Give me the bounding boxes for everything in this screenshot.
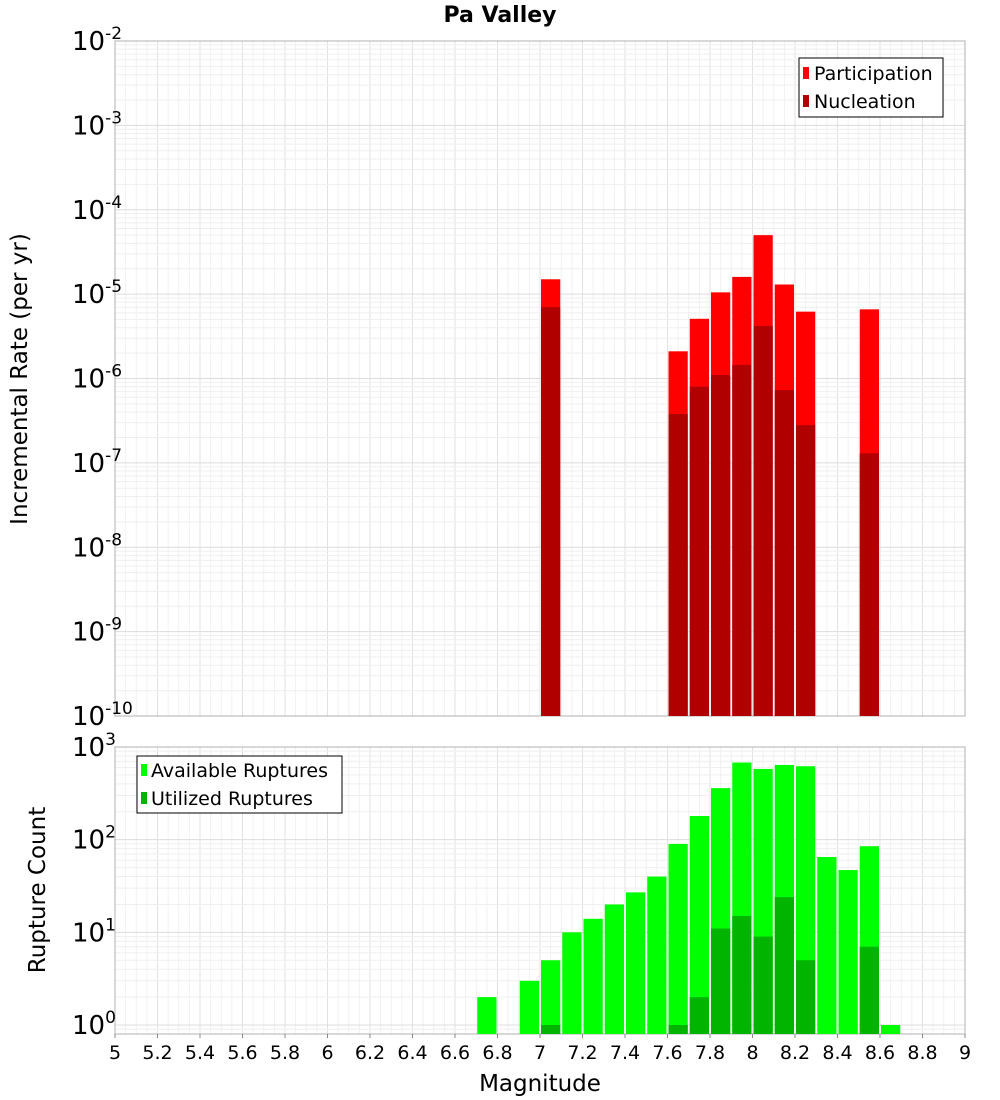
nucleation-bar bbox=[753, 325, 773, 716]
nucleation-bar bbox=[711, 375, 731, 716]
legend-label-utilized: Utilized Ruptures bbox=[151, 788, 313, 810]
top-plot-y-ticks: 10-2 10-3 10-4 10-5 10-6 10-7 10-8 10-9 10-10 bbox=[72, 24, 133, 732]
x-tick-label: 6.4 bbox=[397, 1042, 427, 1064]
x-tick-label: 6 bbox=[321, 1042, 333, 1064]
x-tick-label: 5.6 bbox=[227, 1042, 257, 1064]
y-tick-label: 10-8 bbox=[72, 530, 122, 563]
available-ruptures-bar bbox=[604, 904, 624, 1034]
utilized-ruptures-bar bbox=[859, 946, 879, 1034]
nucleation-bar bbox=[774, 390, 794, 716]
nucleation-bar bbox=[796, 425, 816, 716]
x-tick-label: 7.6 bbox=[652, 1042, 682, 1064]
nucleation-bar bbox=[732, 364, 752, 716]
x-axis-label: Magnitude bbox=[479, 1071, 601, 1097]
x-tick-label: 5 bbox=[109, 1042, 121, 1064]
bottom-plot-y-ticks: 103 102 101 100 bbox=[72, 730, 116, 1041]
available-ruptures-bar bbox=[477, 997, 497, 1034]
y-tick-label: 10-10 bbox=[72, 699, 133, 732]
legend-label-available: Available Ruptures bbox=[151, 760, 328, 782]
top-legend: Participation Nucleation bbox=[798, 57, 944, 118]
bottom-y-axis-label: Rupture Count bbox=[25, 807, 51, 973]
x-tick-label: 7.4 bbox=[610, 1042, 640, 1064]
available-ruptures-bar bbox=[689, 816, 709, 1034]
x-tick-label: 9 bbox=[959, 1042, 971, 1064]
legend-label-participation: Participation bbox=[814, 63, 933, 85]
utilized-ruptures-bar bbox=[774, 897, 794, 1034]
legend-label-nucleation: Nucleation bbox=[814, 91, 916, 113]
utilized-ruptures-bar bbox=[668, 1025, 688, 1034]
available-ruptures-bar bbox=[541, 960, 561, 1034]
nucleation-bar bbox=[689, 386, 709, 716]
top-y-axis-label: Incremental Rate (per yr) bbox=[7, 233, 33, 525]
utilized-ruptures-bar bbox=[689, 997, 709, 1034]
available-ruptures-bar bbox=[562, 932, 582, 1034]
bottom-plot-bars bbox=[477, 762, 901, 1034]
x-tick-label: 5.2 bbox=[142, 1042, 172, 1064]
available-ruptures-bar bbox=[647, 876, 667, 1034]
y-tick-label: 10-7 bbox=[72, 446, 122, 479]
x-tick-label: 5.4 bbox=[185, 1042, 215, 1064]
nucleation-bar bbox=[668, 413, 688, 716]
available-ruptures-bar bbox=[817, 857, 837, 1034]
y-tick-label: 10-4 bbox=[72, 193, 122, 226]
y-tick-label: 101 bbox=[72, 915, 116, 948]
nucleation-bar bbox=[859, 453, 879, 716]
legend-swatch-nucleation bbox=[803, 95, 809, 107]
x-tick-label: 7 bbox=[534, 1042, 546, 1064]
x-tick-label: 8.4 bbox=[822, 1042, 852, 1064]
y-tick-label: 10-3 bbox=[72, 108, 122, 141]
x-tick-label: 7.2 bbox=[567, 1042, 597, 1064]
legend-swatch-participation bbox=[803, 67, 809, 79]
nucleation-bar bbox=[541, 307, 561, 716]
y-tick-label: 100 bbox=[72, 1008, 116, 1041]
utilized-ruptures-bar bbox=[711, 928, 731, 1034]
x-tick-label: 6.2 bbox=[355, 1042, 385, 1064]
utilized-ruptures-bar bbox=[796, 960, 816, 1034]
x-axis-ticks: 5 5.2 5.4 5.6 5.8 6 6.2 6.4 6.6 6.8 7 7.2 7.4 7.6 7.8 8… bbox=[109, 1034, 971, 1064]
top-plot-bars bbox=[541, 235, 879, 716]
bottom-legend: Available Ruptures Utilized Ruptures bbox=[136, 755, 343, 814]
y-tick-label: 10-9 bbox=[72, 615, 122, 648]
x-tick-label: 8.8 bbox=[907, 1042, 937, 1064]
available-ruptures-bar bbox=[519, 980, 539, 1034]
y-tick-label: 10-2 bbox=[72, 24, 122, 57]
legend-swatch-available bbox=[141, 764, 147, 776]
utilized-ruptures-bar bbox=[732, 916, 752, 1034]
available-ruptures-bar bbox=[626, 892, 646, 1034]
available-ruptures-bar bbox=[881, 1025, 901, 1034]
y-tick-label: 10-5 bbox=[72, 277, 122, 310]
x-tick-label: 6.8 bbox=[482, 1042, 512, 1064]
x-tick-label: 7.8 bbox=[695, 1042, 725, 1064]
top-plot-grid bbox=[114, 41, 966, 717]
legend-swatch-utilized bbox=[141, 792, 147, 804]
y-tick-label: 103 bbox=[72, 730, 116, 763]
y-tick-label: 10-6 bbox=[72, 362, 122, 395]
available-ruptures-bar bbox=[583, 918, 603, 1034]
x-tick-label: 8.6 bbox=[865, 1042, 895, 1064]
x-tick-label: 8 bbox=[746, 1042, 758, 1064]
x-tick-label: 6.6 bbox=[440, 1042, 470, 1064]
y-tick-label: 102 bbox=[72, 823, 116, 856]
x-tick-label: 8.2 bbox=[780, 1042, 810, 1064]
x-tick-label: 5.8 bbox=[270, 1042, 300, 1064]
chart-title: Pa Valley bbox=[443, 3, 556, 28]
available-ruptures-bar bbox=[838, 870, 858, 1034]
utilized-ruptures-bar bbox=[753, 936, 773, 1034]
top-plot-frame bbox=[114, 40, 966, 717]
available-ruptures-bar bbox=[668, 843, 688, 1034]
utilized-ruptures-bar bbox=[541, 1025, 561, 1034]
